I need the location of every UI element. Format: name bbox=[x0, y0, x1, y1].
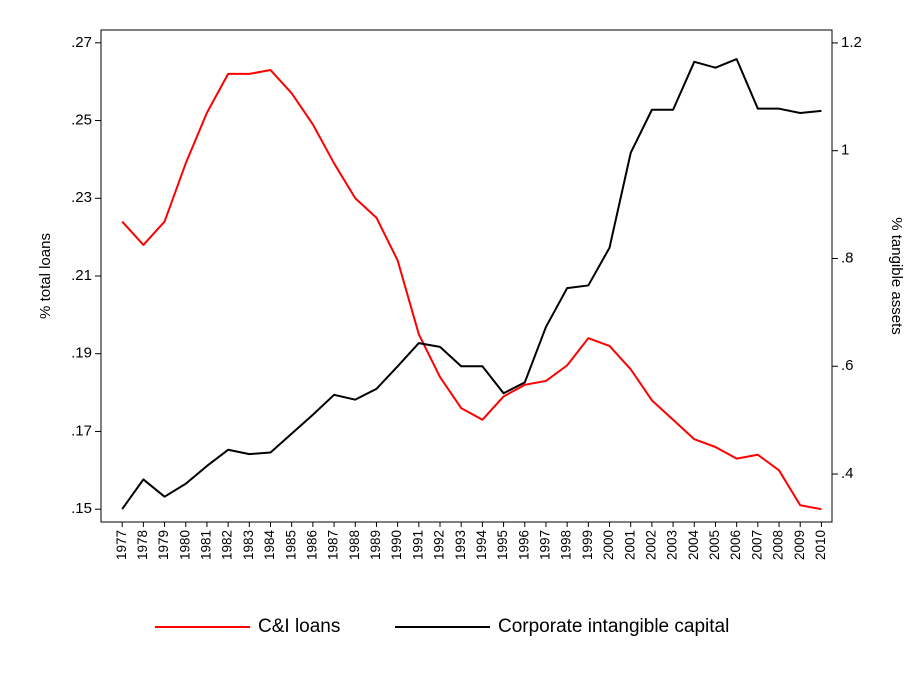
x-tick-label: 1989 bbox=[368, 530, 383, 560]
x-tick-label: 1977 bbox=[114, 530, 129, 560]
y2-tick-label: 1.2 bbox=[841, 34, 862, 51]
legend-label: Corporate intangible capital bbox=[498, 616, 729, 637]
x-tick-label: 2004 bbox=[686, 530, 701, 561]
x-tick-label: 2009 bbox=[792, 530, 807, 560]
y2-tick-label: .4 bbox=[841, 465, 854, 482]
x-tick-label: 1978 bbox=[135, 530, 150, 560]
x-tick-label: 1992 bbox=[432, 530, 447, 560]
x-tick-label: 1994 bbox=[474, 530, 489, 561]
x-tick-label: 2001 bbox=[622, 530, 637, 560]
y2-tick-label: 1 bbox=[841, 142, 849, 159]
y-tick-label: .21 bbox=[71, 267, 92, 284]
y-axis-title: % total loans bbox=[37, 233, 54, 319]
x-tick-label: 1987 bbox=[326, 530, 341, 560]
x-tick-label: 1986 bbox=[304, 530, 319, 560]
x-tick-label: 1983 bbox=[241, 530, 256, 560]
x-tick-label: 1980 bbox=[177, 530, 192, 560]
x-tick-label: 1985 bbox=[283, 530, 298, 560]
x-tick-label: 1982 bbox=[220, 530, 235, 560]
y-tick-label: .15 bbox=[71, 500, 92, 517]
series-line bbox=[121, 58, 822, 510]
x-tick-label: 1993 bbox=[453, 530, 468, 560]
x-tick-label: 1999 bbox=[580, 530, 595, 560]
y-tick-label: .27 bbox=[71, 34, 92, 51]
series-line bbox=[121, 69, 822, 511]
x-tick-label: 1995 bbox=[495, 530, 510, 560]
x-tick-label: 1984 bbox=[262, 530, 277, 561]
x-tick-label: 2002 bbox=[643, 530, 658, 560]
y-tick-label: .23 bbox=[71, 189, 92, 206]
x-tick-label: 1990 bbox=[389, 530, 404, 560]
x-tick-label: 2007 bbox=[749, 530, 764, 560]
x-tick-label: 1997 bbox=[538, 530, 553, 560]
x-tick-label: 1979 bbox=[156, 530, 171, 560]
y2-tick-label: .8 bbox=[841, 249, 854, 266]
y2-tick-label: .6 bbox=[841, 357, 854, 374]
x-tick-label: 1998 bbox=[559, 530, 574, 560]
x-tick-label: 2003 bbox=[665, 530, 680, 560]
y-tick-label: .17 bbox=[71, 422, 92, 439]
x-tick-label: 2005 bbox=[707, 530, 722, 560]
y2-axis-title: % tangible assets bbox=[888, 217, 905, 335]
x-tick-label: 2006 bbox=[728, 530, 743, 560]
legend-label: C&I loans bbox=[258, 616, 340, 637]
x-tick-label: 2008 bbox=[771, 530, 786, 560]
x-tick-label: 2010 bbox=[813, 530, 828, 560]
y-tick-label: .25 bbox=[71, 112, 92, 129]
x-tick-label: 2000 bbox=[601, 530, 616, 560]
x-tick-label: 1988 bbox=[347, 530, 362, 560]
x-tick-label: 1996 bbox=[516, 530, 531, 560]
x-tick-label: 1991 bbox=[410, 530, 425, 560]
y-tick-label: .19 bbox=[71, 345, 92, 362]
x-tick-label: 1981 bbox=[199, 530, 214, 560]
